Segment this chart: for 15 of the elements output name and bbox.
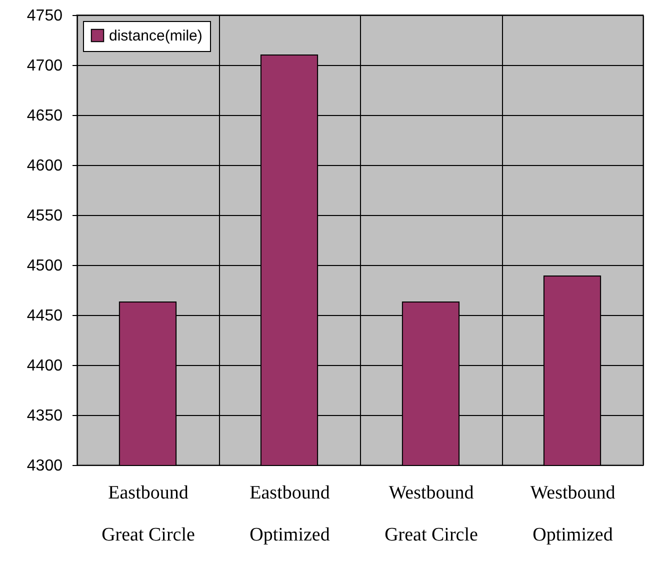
y-tick-label: 4650 <box>26 108 63 124</box>
x-tick-label: Eastbound Great Circle <box>102 482 195 546</box>
y-tick-label: 4450 <box>26 308 63 324</box>
y-tick-label: 4350 <box>26 408 63 424</box>
y-tick-label: 4500 <box>26 258 63 274</box>
x-tick-label: Westbound Great Circle <box>384 482 478 546</box>
y-tick-label: 4300 <box>26 458 63 474</box>
y-tick-label: 4550 <box>26 208 63 224</box>
y-tick-label: 4700 <box>26 58 63 74</box>
legend-label: distance(mile) <box>109 28 202 44</box>
x-tick-label: Westbound Optimized <box>530 482 616 546</box>
y-tick-label: 4600 <box>26 158 63 174</box>
x-tick-label: Eastbound Optimized <box>250 482 330 546</box>
y-tick-label: 4750 <box>26 8 63 24</box>
y-tick-label: 4400 <box>26 358 63 374</box>
